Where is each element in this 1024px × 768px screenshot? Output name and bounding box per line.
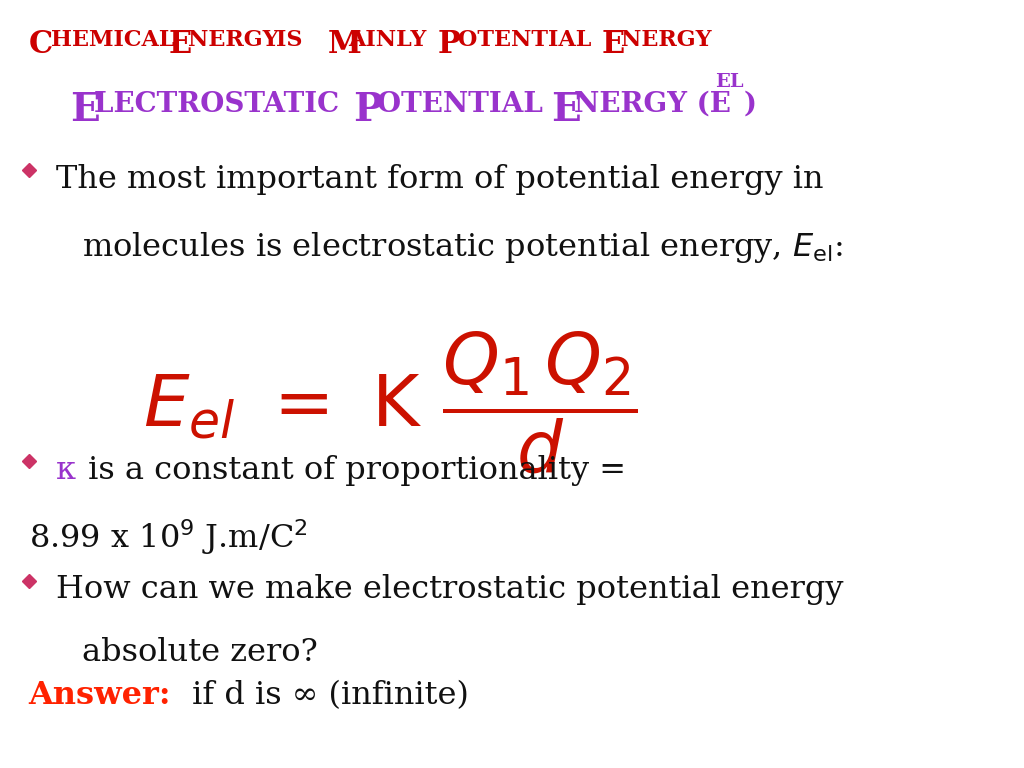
Text: NERGY: NERGY (188, 29, 287, 51)
Text: P: P (353, 91, 383, 128)
Text: E: E (601, 29, 625, 60)
Text: Answer:: Answer: (29, 680, 171, 710)
Text: if d is ∞ (infinite): if d is ∞ (infinite) (182, 680, 469, 710)
Text: absolute zero?: absolute zero? (82, 637, 317, 668)
Text: HEMICAL: HEMICAL (51, 29, 182, 51)
Text: The most important form of potential energy in: The most important form of potential ene… (56, 164, 824, 195)
Text: κ: κ (56, 455, 77, 485)
Text: C: C (29, 29, 53, 60)
Text: NERGY (E: NERGY (E (574, 91, 731, 118)
Text: M: M (328, 29, 361, 60)
Text: E: E (169, 29, 193, 60)
Text: AINLY: AINLY (348, 29, 434, 51)
Text: NERGY: NERGY (621, 29, 711, 51)
Text: E: E (551, 91, 581, 128)
Text: molecules is electrostatic potential energy, $\mathit{E}_{\mathrm{el}}$:: molecules is electrostatic potential ene… (82, 230, 843, 265)
Text: $\mathit{E}_{el}\ =\ \mathrm{K}\ \dfrac{Q_1\,Q_2}{d}$: $\mathit{E}_{el}\ =\ \mathrm{K}\ \dfrac{… (143, 330, 638, 476)
Text: is a constant of proportionality =: is a constant of proportionality = (78, 455, 626, 485)
Text: E: E (70, 91, 99, 128)
Text: IS: IS (276, 29, 318, 51)
Text: P: P (437, 29, 460, 60)
Text: How can we make electrostatic potential energy: How can we make electrostatic potential … (56, 574, 844, 605)
Text: LECTROSTATIC: LECTROSTATIC (94, 91, 349, 118)
Text: OTENTIAL: OTENTIAL (377, 91, 552, 118)
Text: ): ) (743, 91, 757, 118)
Text: OTENTIAL: OTENTIAL (458, 29, 599, 51)
Text: 8.99 x 10$^{9}$ J.m/C$^{2}$: 8.99 x 10$^{9}$ J.m/C$^{2}$ (29, 518, 307, 558)
Text: EL: EL (715, 73, 743, 91)
